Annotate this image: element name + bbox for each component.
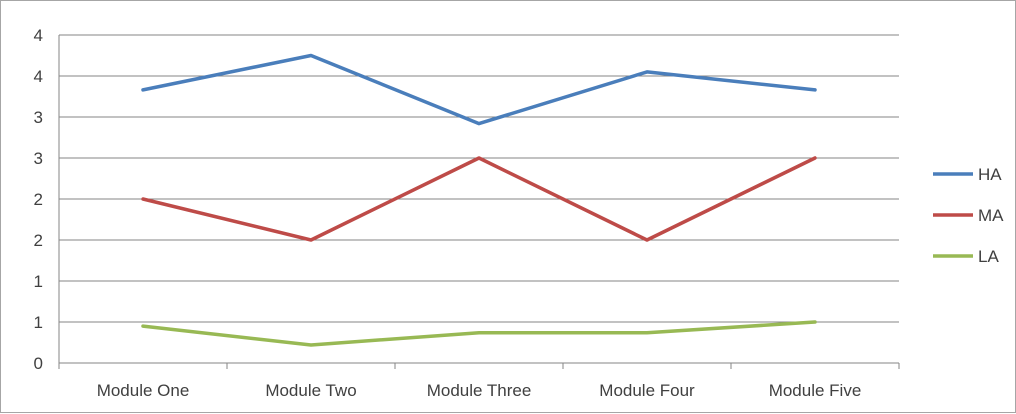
legend-label: MA xyxy=(978,206,1004,225)
legend-label: HA xyxy=(978,165,1002,184)
y-tick-labels: 0 1 1 2 2 3 3 4 4 xyxy=(34,26,43,373)
y-tick-label: 1 xyxy=(34,313,43,332)
y-tick-label: 1 xyxy=(34,272,43,291)
y-tick-label: 2 xyxy=(34,190,43,209)
y-tick-label: 4 xyxy=(34,26,43,45)
legend-label: LA xyxy=(978,247,999,266)
series-line-ma xyxy=(141,156,817,242)
x-tick-label: Module Four xyxy=(599,381,695,400)
x-tick-label: Module Three xyxy=(427,381,532,400)
axes xyxy=(58,35,900,369)
y-tick-label: 0 xyxy=(34,354,43,373)
x-tick-label: Module Five xyxy=(769,381,862,400)
series-lines xyxy=(141,53,817,347)
series-line-ha xyxy=(141,53,817,126)
series-line-la xyxy=(141,320,817,347)
y-tick-label: 2 xyxy=(34,231,43,250)
y-tick-label: 3 xyxy=(34,108,43,127)
y-tick-label: 3 xyxy=(34,149,43,168)
y-tick-label: 4 xyxy=(34,67,43,86)
legend: HA MA LA xyxy=(933,165,1004,266)
x-tick-label: Module Two xyxy=(265,381,356,400)
x-tick-label: Module One xyxy=(97,381,190,400)
x-tick-labels: Module One Module Two Module Three Module F… xyxy=(97,381,862,400)
